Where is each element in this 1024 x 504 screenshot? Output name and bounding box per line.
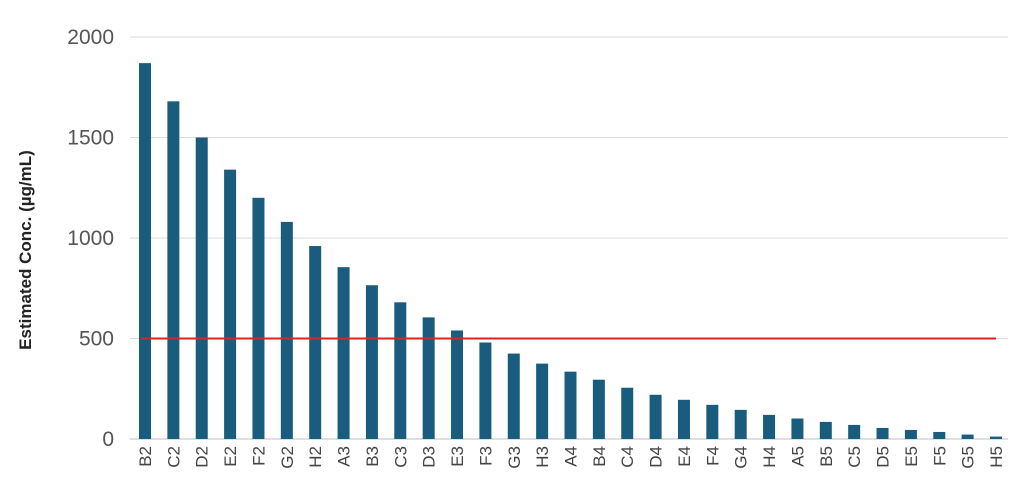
bar [224, 169, 237, 439]
bar [507, 353, 520, 439]
bar [422, 317, 435, 439]
bar [479, 342, 492, 439]
x-tick-label: B3 [363, 446, 382, 467]
x-tick-label: B4 [590, 446, 609, 467]
bar [961, 434, 974, 439]
y-tick-label: 1000 [67, 227, 114, 250]
x-tick-label: G2 [278, 446, 297, 469]
x-tick-label: D2 [193, 446, 212, 468]
x-tick-label: A5 [788, 446, 807, 467]
bar [139, 63, 151, 439]
bar [933, 431, 946, 439]
bar [394, 302, 407, 439]
bar [848, 424, 861, 439]
x-tick-label: E3 [448, 446, 467, 467]
bar [649, 394, 662, 439]
x-tick-label: H5 [987, 446, 1006, 468]
bar [252, 197, 265, 439]
bar [451, 330, 464, 439]
x-tick-label: A3 [335, 446, 354, 467]
bar [734, 409, 747, 439]
bar [706, 404, 719, 439]
x-tick-label: F5 [930, 446, 949, 466]
bar [309, 246, 322, 439]
bar [791, 418, 804, 439]
x-tick-label: H3 [533, 446, 552, 468]
x-tick-label: B5 [817, 446, 836, 467]
x-tick-label: C5 [845, 446, 864, 468]
y-tick-label: 1500 [67, 127, 114, 150]
x-tick-label: C3 [391, 446, 410, 468]
x-tick-label: C2 [164, 446, 183, 468]
bar [621, 387, 634, 439]
bar [536, 363, 549, 439]
bar [195, 137, 208, 439]
x-tick-label: E2 [221, 446, 240, 467]
bar [763, 414, 776, 439]
bar [876, 427, 889, 439]
bar [990, 436, 1002, 439]
y-tick-label: 0 [102, 428, 114, 451]
bar [167, 101, 180, 439]
x-tick-label: A4 [562, 446, 581, 467]
x-tick-label: G5 [959, 446, 978, 469]
bar [677, 399, 690, 439]
bar [592, 379, 605, 439]
bar [819, 421, 832, 439]
x-tick-label: F3 [476, 446, 495, 466]
x-tick-label: H4 [760, 446, 779, 468]
y-tick-label: 500 [79, 328, 114, 351]
bar [904, 429, 917, 439]
y-axis-ticks: 0 500 1000 1500 2000 [67, 26, 114, 451]
x-tick-label: C4 [618, 446, 637, 468]
x-tick-label: G3 [505, 446, 524, 469]
x-tick-label: E5 [902, 446, 921, 467]
bar [564, 371, 577, 439]
y-tick-label: 2000 [67, 26, 114, 49]
x-tick-label: D5 [874, 446, 893, 468]
bar [280, 221, 293, 439]
x-tick-label: B2 [136, 446, 155, 467]
y-axis-title: Estimated Conc. (µg/mL) [16, 150, 35, 350]
x-tick-label: H2 [306, 446, 325, 468]
bar [337, 267, 350, 439]
x-tick-label: F4 [703, 446, 722, 466]
bars [139, 63, 1002, 439]
x-tick-label: G4 [732, 446, 751, 469]
x-tick-label: F2 [249, 446, 268, 466]
x-axis-ticks: B2 C2 D2 E2 F2 G2 H2 A3 B3 C3 D3 E3 F3 G3 H3 A4 B4 C4 D4 E4… [136, 446, 1006, 469]
x-tick-label: E4 [675, 446, 694, 467]
x-tick-label: D4 [647, 446, 666, 468]
bar [365, 285, 378, 439]
x-tick-label: D3 [420, 446, 439, 468]
